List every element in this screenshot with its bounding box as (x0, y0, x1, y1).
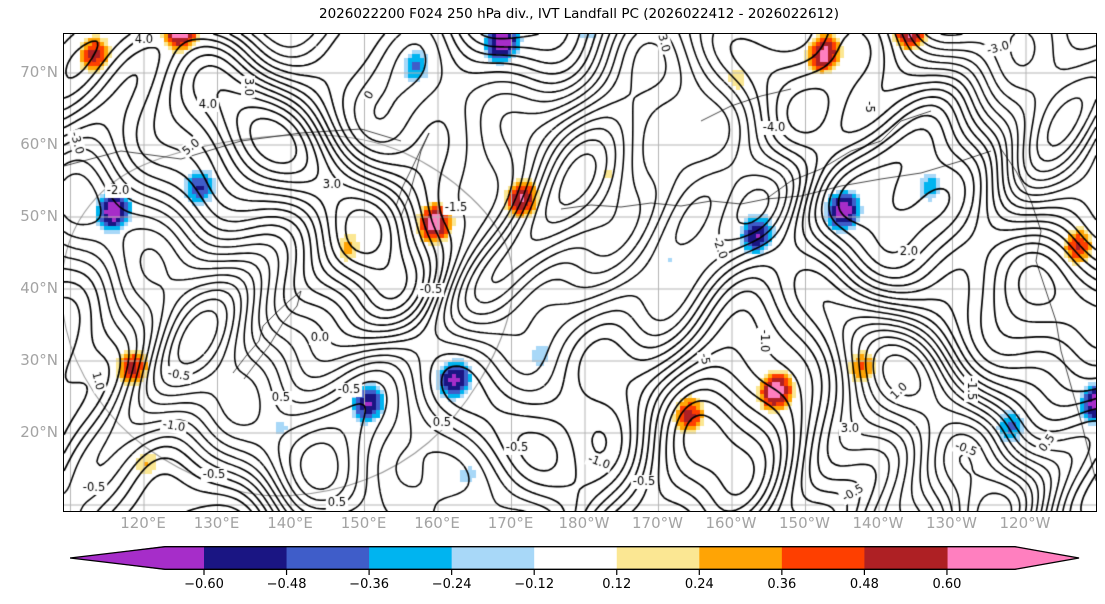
colorbar-tick-label: −0.48 (266, 577, 307, 592)
colorbar-arrow-right (946, 546, 1080, 570)
colorbar-segment (451, 546, 535, 570)
x-tick-label: 160°W (705, 514, 757, 532)
x-tick-label: 140°E (267, 514, 313, 532)
x-tick-label: 130°E (193, 514, 240, 532)
colorbar-arrow-left (70, 546, 205, 570)
y-tick-label: 20°N (20, 423, 58, 441)
x-tick-label: 150°W (779, 514, 830, 532)
colorbar (69, 546, 1080, 576)
x-tick-label: 140°W (852, 514, 904, 532)
map-plot-frame (63, 33, 1097, 512)
map-canvas (64, 34, 1096, 511)
colorbar-tick-label: −0.12 (514, 577, 555, 592)
colorbar-segment (864, 546, 948, 570)
y-tick-label: 30°N (20, 351, 58, 369)
y-tick-label: 40°N (20, 279, 58, 297)
x-tick-label: 150°E (340, 514, 387, 532)
colorbar-segment (534, 546, 618, 570)
colorbar-tick-label: 0.12 (602, 577, 632, 592)
y-tick-label: 50°N (20, 207, 58, 225)
colorbar-segment (781, 546, 865, 570)
colorbar-segment (699, 546, 783, 570)
colorbar-tick-label: −0.36 (349, 577, 390, 592)
colorbar-tick-label: 0.60 (932, 577, 962, 592)
colorbar-tick-label: −0.24 (431, 577, 472, 592)
colorbar-svg (69, 546, 1080, 575)
x-tick-label: 170°W (632, 514, 683, 532)
colorbar-tick-label: −0.60 (184, 577, 224, 592)
y-tick-label: 70°N (20, 63, 58, 81)
y-tick-label: 60°N (20, 135, 58, 153)
colorbar-segment (369, 546, 453, 570)
colorbar-tick-label: 0.48 (849, 577, 879, 592)
colorbar-segment (286, 546, 370, 570)
x-tick-label: 130°W (926, 514, 977, 532)
colorbar-tick-label: 0.24 (684, 577, 714, 592)
x-tick-label: 120°E (120, 514, 166, 532)
x-tick-label: 120°W (999, 514, 1051, 532)
x-tick-label: 170°E (487, 514, 534, 532)
colorbar-segment (616, 546, 700, 570)
x-tick-label: 180°W (558, 514, 610, 532)
colorbar-outline (69, 546, 1080, 570)
colorbar-tick-label: 0.36 (767, 577, 797, 592)
chart-title: 2026022200 F024 250 hPa div., IVT Landfa… (319, 6, 839, 22)
x-tick-label: 160°E (414, 514, 460, 532)
colorbar-segment (204, 546, 288, 570)
